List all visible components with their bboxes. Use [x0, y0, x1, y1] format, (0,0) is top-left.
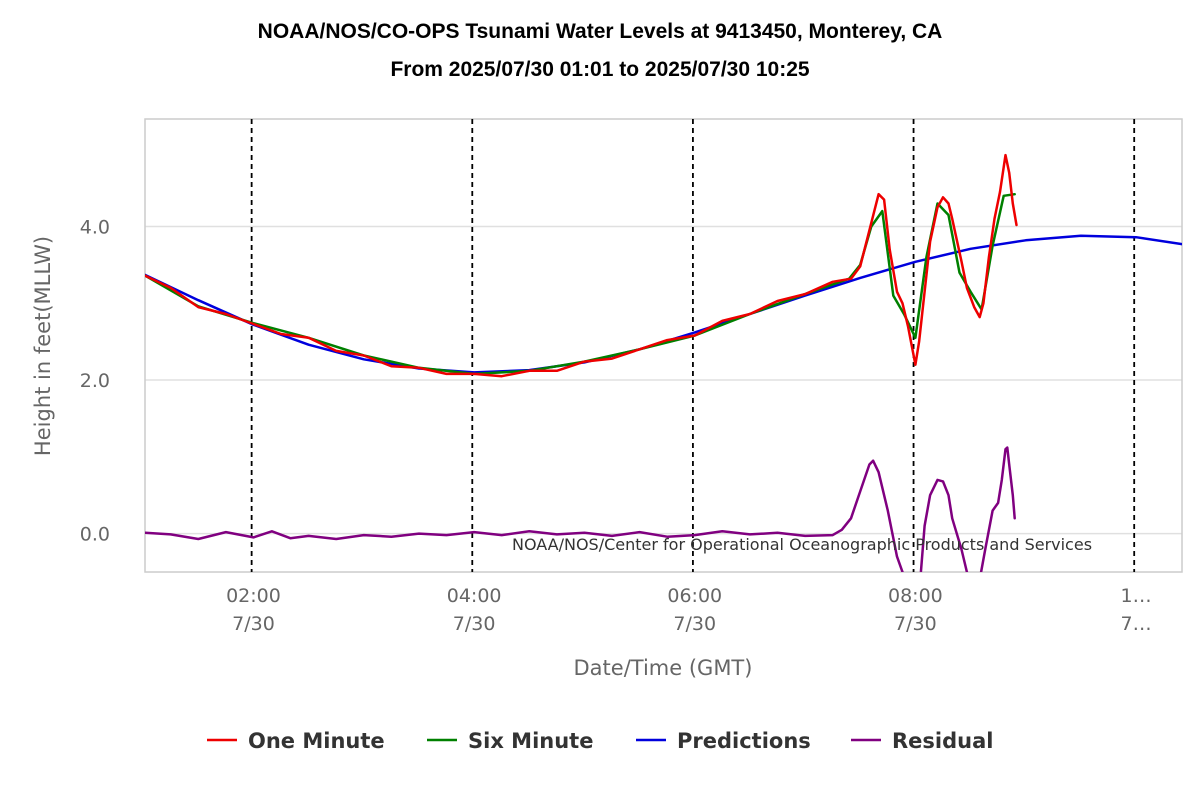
- series-line-one-minute: [145, 153, 1018, 378]
- credit-text: NOAA/NOS/Center for Operational Oceanogr…: [512, 535, 1092, 554]
- x-tick: 08:00 7/30: [888, 585, 943, 635]
- legend-item[interactable]: Predictions: [636, 729, 811, 753]
- y-tick-label: 4.0: [80, 216, 110, 238]
- legend-label: Six Minute: [468, 729, 593, 753]
- series-line-six-minute: [145, 192, 1016, 376]
- x-axis-ticks: 02:007/3004:007/3006:007/3008:007/301…7…: [226, 585, 1151, 635]
- y-tick-label: 2.0: [80, 370, 110, 392]
- legend: One Minute Six Minute Predictions Residual: [207, 729, 993, 753]
- x-tick-date: 7/30: [232, 613, 275, 635]
- x-tick-date: 7…: [1120, 613, 1151, 635]
- grid: [145, 225, 1182, 535]
- y-tick-label: 0.0: [80, 524, 110, 546]
- x-tick: 02:00 7/30: [226, 585, 281, 635]
- legend-item[interactable]: Residual: [851, 729, 993, 753]
- x-tick-time: 02:00: [226, 585, 281, 607]
- legend-item[interactable]: One Minute: [207, 729, 385, 753]
- plot-area: [144, 118, 1183, 573]
- x-tick: 06:00 7/30: [667, 585, 722, 635]
- series-line-predictions: [145, 234, 1182, 374]
- chart-title: NOAA/NOS/CO-OPS Tsunami Water Levels at …: [258, 20, 943, 43]
- x-tick-time: 06:00: [667, 585, 722, 607]
- x-tick-date: 7/30: [673, 613, 716, 635]
- chart-subtitle: From 2025/07/30 01:01 to 2025/07/30 10:2…: [390, 58, 809, 81]
- legend-label: Predictions: [677, 729, 811, 753]
- legend-label: Residual: [892, 729, 993, 753]
- x-tick-date: 7/30: [453, 613, 496, 635]
- x-tick-time: 04:00: [447, 585, 502, 607]
- legend-item[interactable]: Six Minute: [427, 729, 593, 753]
- y-axis-ticks: 0.0 2.0 4.0: [80, 216, 110, 545]
- x-tick: 1…7…: [1120, 585, 1151, 635]
- series-layer: [145, 153, 1182, 572]
- y-axis-title: Height in feet(MLLW): [31, 236, 55, 456]
- legend-label: One Minute: [248, 729, 385, 753]
- x-axis-title: Date/Time (GMT): [574, 656, 753, 680]
- x-tick-date: 7/30: [894, 613, 937, 635]
- vertical-dashed-lines: [250, 119, 1136, 572]
- x-tick-time: 1…: [1120, 585, 1151, 607]
- series-line-residual: [145, 446, 1016, 572]
- x-tick-time: 08:00: [888, 585, 943, 607]
- x-tick: 04:00 7/30: [447, 585, 502, 635]
